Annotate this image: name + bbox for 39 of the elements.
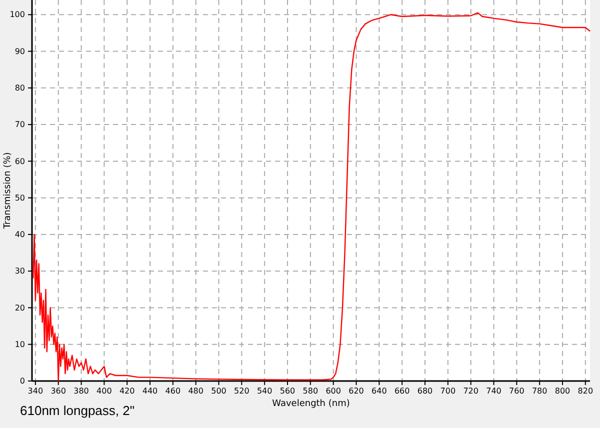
x-tick-label: 800: [554, 386, 570, 396]
y-tick-label: 10: [14, 340, 25, 349]
y-tick-label: 40: [14, 230, 25, 240]
x-tick-label: 340: [28, 386, 44, 396]
y-tick-label: 50: [14, 193, 25, 202]
text: 610nm longpass, 2": [20, 403, 135, 418]
x-tick-label: 500: [211, 386, 226, 396]
x-tick-label: 380: [74, 386, 89, 396]
y-tick-label: 60: [14, 156, 25, 166]
x-tick-label: 680: [417, 386, 433, 396]
y-tick-label: 70: [14, 120, 25, 130]
x-tick-label: 760: [509, 386, 524, 396]
y-tick-label: 90: [14, 46, 25, 56]
x-tick-label: 520: [234, 386, 250, 396]
y-tick-label: 0: [20, 376, 25, 386]
x-tick-label: 360: [50, 386, 66, 396]
y-tick-label: 30: [14, 266, 25, 276]
x-tick-label: 440: [142, 386, 158, 396]
x-tick-label: 420: [119, 386, 135, 396]
x-tick-label: 720: [463, 386, 478, 396]
x-tick-label: 400: [96, 386, 112, 396]
x-tick-label: 620: [348, 386, 364, 396]
x-tick-label: 700: [440, 386, 456, 396]
x-tick-label: 460: [165, 386, 181, 396]
y-tick-label: 100: [10, 10, 25, 20]
x-tick-label: 780: [532, 386, 548, 396]
y-axis-title: Transmission (%): [3, 152, 13, 230]
x-tick-label: 640: [372, 386, 387, 396]
x-tick-label: 740: [486, 386, 502, 396]
x-tick-label: 660: [394, 386, 410, 396]
x-tick-label: 580: [302, 386, 318, 396]
x-tick-label: 820: [578, 386, 594, 396]
x-tick-label: 600: [326, 386, 341, 396]
x-tick-label: 560: [280, 386, 296, 396]
x-tick-label: 480: [188, 386, 204, 396]
x-tick-label: 540: [256, 386, 272, 396]
x-axis-title: Wavelength (nm): [272, 399, 350, 409]
y-tick-label: 20: [14, 303, 25, 312]
y-tick-label: 80: [14, 83, 25, 92]
